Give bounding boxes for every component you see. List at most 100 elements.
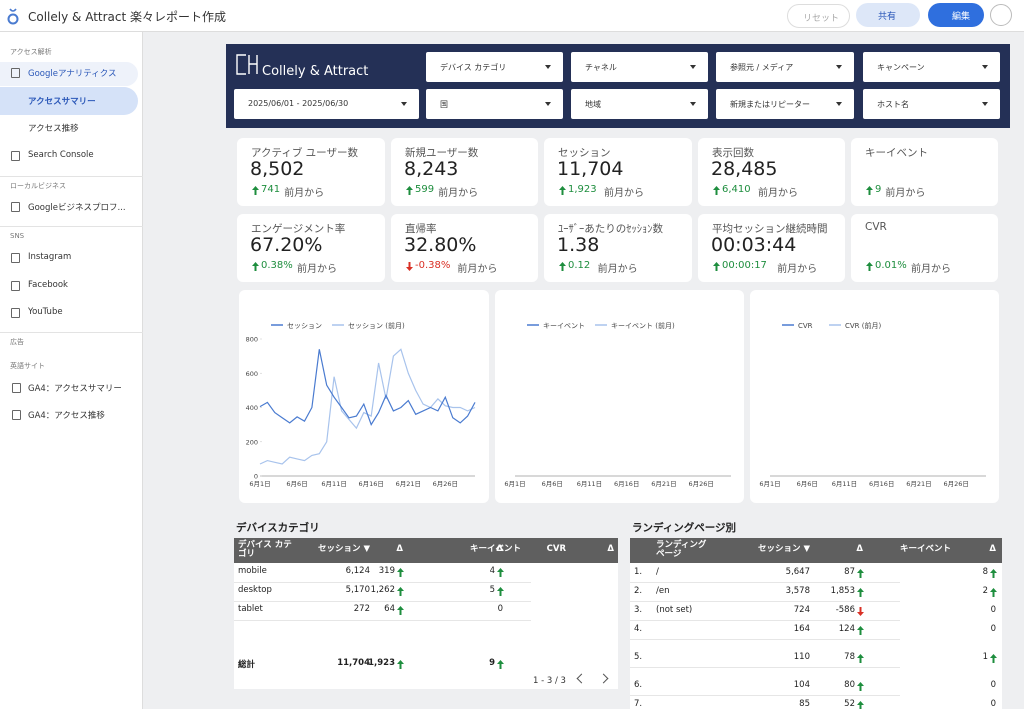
nav-icon	[11, 68, 20, 78]
row-number: 5.	[634, 652, 643, 662]
arrow-shape	[713, 186, 720, 195]
kpi-note: 前月から	[777, 264, 818, 275]
delta-arrow	[857, 654, 864, 663]
table-header-bg	[234, 538, 618, 563]
kpi-delta: 9	[875, 184, 882, 195]
nav-item[interactable]: Googleビジネスプロフ...	[28, 203, 126, 213]
nav-item[interactable]: Instagram	[28, 252, 72, 262]
edit-button[interactable]: 編集	[928, 3, 984, 27]
nav-section: 英語サイト	[10, 362, 45, 370]
filter-label: 2025/06/01 - 2025/06/30	[248, 99, 349, 108]
delta-arrow	[406, 186, 413, 195]
delta-arrow	[397, 606, 404, 615]
table-body	[234, 563, 618, 689]
table-cell: 8	[982, 567, 988, 577]
filter-dropdown[interactable]: デバイス カテゴリ	[426, 52, 563, 82]
x-tick-label: 6月11日	[832, 480, 857, 488]
nav-item[interactable]: Search Console	[28, 150, 94, 160]
delta-arrow	[497, 568, 504, 577]
share-button[interactable]: 共有	[856, 3, 920, 27]
nav-item[interactable]: アクセス推移	[28, 124, 79, 134]
kpi-note: 前月から	[284, 188, 325, 199]
app-logo	[7, 8, 19, 25]
kpi-card: CVR 0.01% 前月から	[851, 214, 998, 282]
delta-arrow	[857, 607, 864, 616]
row-divider	[234, 620, 531, 621]
table-cell: 78	[844, 652, 855, 662]
table-cell: 87	[844, 567, 855, 577]
kpi-card: 新規ユーザー数 8,243 599 前月から	[391, 138, 538, 206]
delta-arrow	[559, 186, 566, 195]
column-header: Δ	[607, 544, 614, 554]
arrow-shape	[866, 186, 873, 195]
filter-dropdown[interactable]: 新規またはリピーター	[716, 89, 854, 119]
kpi-value: 67.20%	[250, 234, 323, 256]
nav-active-bg	[0, 87, 138, 115]
arrow-shape	[497, 660, 504, 669]
arrow-shape	[252, 262, 259, 271]
arrow-shape	[857, 569, 864, 578]
kpi-note: 前月から	[911, 264, 951, 275]
row-divider	[630, 667, 900, 668]
table-cell: 110	[793, 652, 810, 662]
arrow-shape	[857, 588, 864, 597]
arrow-shape	[252, 186, 259, 195]
chart-card: セッション セッション (前月) 6月1日 6月6日 6月11日 6月16日 6月21日 6月…	[239, 290, 489, 503]
table-cell: 0	[990, 699, 996, 709]
table-cell: 5	[489, 585, 495, 595]
kpi-note: 前月から	[457, 264, 498, 275]
landing-page: /en	[656, 586, 670, 596]
table-cell: tablet	[238, 604, 263, 614]
table-cell: 1	[982, 652, 988, 662]
kpi-label: 表示回数	[712, 147, 754, 159]
filter-dropdown[interactable]: キャンペーン	[863, 52, 1000, 82]
nav-icon	[12, 410, 21, 420]
filter-dropdown[interactable]: 参照元 / メディア	[716, 52, 854, 82]
kpi-value: 28,485	[711, 158, 778, 180]
filter-label: デバイス カテゴリ	[440, 63, 507, 72]
column-header: デバイス カテゴリ	[238, 540, 292, 559]
kpi-card: 表示回数 28,485 6,410 前月から	[698, 138, 845, 206]
reset-button[interactable]: リセット	[787, 4, 850, 28]
kpi-label: CVR	[865, 221, 887, 233]
y-tick-label: 800	[246, 336, 258, 344]
row-divider	[234, 601, 531, 602]
kpi-card: セッション 11,704 1,923 前月から	[544, 138, 692, 206]
kpi-delta: 0.38%	[261, 260, 293, 271]
filter-dropdown[interactable]: ホスト名	[863, 89, 1000, 119]
nav-item[interactable]: GA4：アクセスサマリー	[28, 384, 122, 394]
nav-item[interactable]: Facebook	[28, 280, 68, 290]
dropdown-caret	[690, 102, 696, 106]
row-divider	[630, 620, 900, 621]
x-tick-label: 6月16日	[614, 480, 639, 488]
legend-label: セッション	[287, 322, 322, 330]
filter-label: チャネル	[585, 63, 617, 72]
filter-dropdown[interactable]: 2025/06/01 - 2025/06/30	[234, 89, 419, 119]
row-number: 7.	[634, 699, 643, 709]
more-button[interactable]	[990, 4, 1012, 26]
kpi-label: 平均セッション継続時間	[712, 223, 828, 235]
nav-item[interactable]: アクセスサマリー	[28, 97, 96, 107]
x-tick-label: 6月21日	[396, 480, 421, 488]
filter-dropdown[interactable]: チャネル	[571, 52, 708, 82]
column-header: Δ	[496, 544, 503, 554]
filter-dropdown[interactable]: 国	[426, 89, 563, 119]
row-number: 4.	[634, 624, 643, 634]
nav-section: SNS	[10, 232, 25, 240]
filter-dropdown[interactable]: 地域	[571, 89, 708, 119]
kpi-note: 前月から	[758, 188, 798, 199]
kpi-value: 8,243	[404, 158, 459, 180]
delta-arrow	[397, 587, 404, 596]
filter-label: 参照元 / メディア	[730, 63, 794, 72]
dropdown-caret	[545, 102, 551, 106]
table-cell: 1,262	[370, 585, 395, 595]
kpi-delta: 0.12	[568, 260, 591, 271]
nav-item[interactable]: YouTube	[28, 307, 63, 317]
x-tick-label: 6月21日	[651, 480, 676, 488]
nav-item[interactable]: GA4：アクセス推移	[28, 411, 105, 421]
chart-card: CVR CVR (前月) 6月1日 6月6日 6月11日 6月16日 6月21日 6月26日	[750, 290, 999, 503]
table-cell: 64	[384, 604, 395, 614]
kpi-delta: 00:00:17	[722, 260, 767, 271]
nav-item[interactable]: Googleアナリティクス	[28, 69, 117, 79]
arrow-shape	[990, 569, 997, 578]
